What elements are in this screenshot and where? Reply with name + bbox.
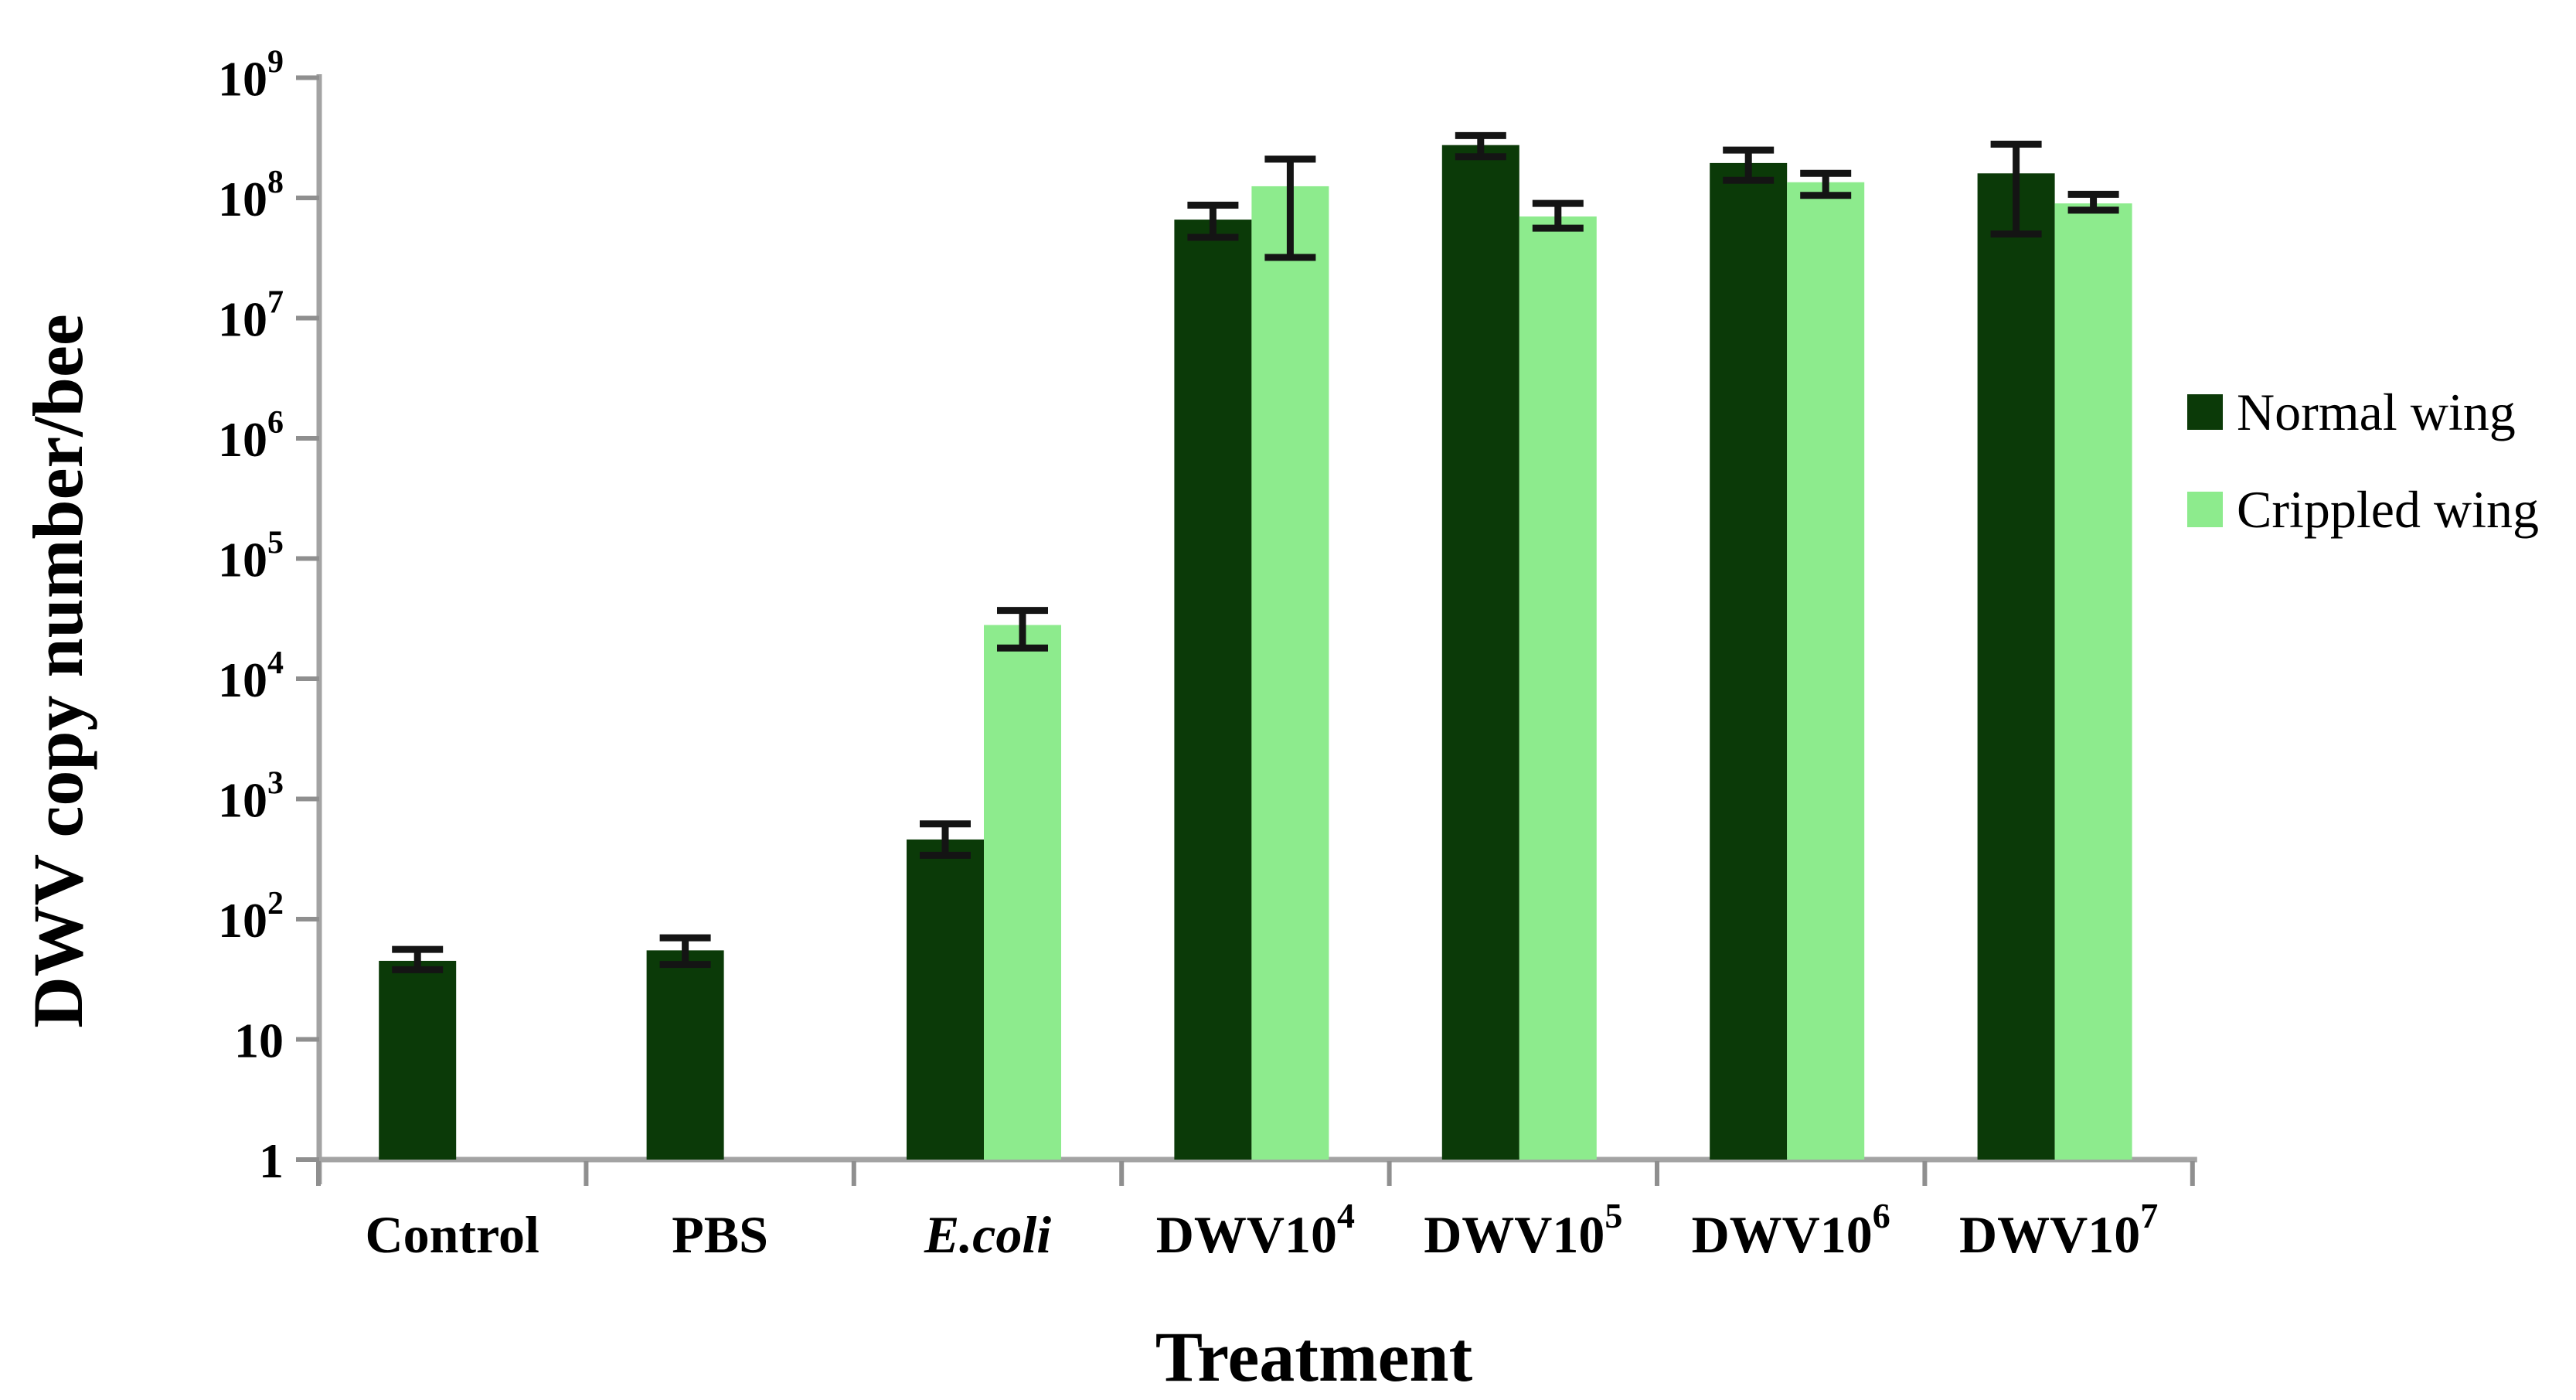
y-tick-label: 104 bbox=[218, 645, 284, 707]
legend-swatch-crippled-wing bbox=[2187, 492, 2223, 527]
x-category-label: Control bbox=[365, 1205, 539, 1264]
legend: Normal wing Crippled wing bbox=[2187, 385, 2539, 580]
x-category-label: PBS bbox=[672, 1205, 768, 1264]
y-tick-label: 107 bbox=[218, 285, 284, 347]
y-tick-label: 10 bbox=[234, 1013, 284, 1068]
legend-item-normal-wing: Normal wing bbox=[2187, 385, 2539, 439]
bar-normal-wing bbox=[646, 950, 724, 1160]
y-tick-labels: 1 10 102 103 104 105 106 107 108 109 bbox=[218, 45, 284, 1189]
bar-normal-wing bbox=[907, 839, 984, 1160]
legend-label-crippled-wing: Crippled wing bbox=[2237, 480, 2539, 539]
y-tick-label: 109 bbox=[218, 45, 284, 107]
y-tick-label: 108 bbox=[218, 165, 284, 227]
y-tick-label: 103 bbox=[218, 766, 284, 828]
bar-crippled-wing bbox=[1787, 182, 1865, 1160]
x-axis-title: Treatment bbox=[1155, 1317, 1473, 1396]
legend-item-crippled-wing: Crippled wing bbox=[2187, 482, 2539, 536]
bar-crippled-wing bbox=[984, 625, 1061, 1160]
bar-normal-wing bbox=[379, 960, 457, 1160]
error-bars bbox=[392, 131, 2119, 973]
x-category-labels: Control PBS E.coli DWV104 DWV105 DWV106 DWV107 bbox=[365, 1196, 2158, 1264]
bar-normal-wing bbox=[1174, 220, 1252, 1160]
bars bbox=[379, 145, 2132, 1160]
y-axis-title: DWV copy number/bee bbox=[19, 314, 97, 1028]
bar-normal-wing bbox=[1441, 145, 1519, 1160]
x-category-label: DWV104 bbox=[1156, 1196, 1355, 1264]
y-tick-label: 1 bbox=[259, 1133, 284, 1188]
y-tick-label: 106 bbox=[218, 405, 284, 467]
bar-normal-wing bbox=[1710, 162, 1788, 1160]
x-category-label: E.coli bbox=[924, 1205, 1051, 1264]
legend-swatch-normal-wing bbox=[2187, 394, 2223, 430]
y-tick-label: 105 bbox=[218, 526, 284, 588]
x-category-label: DWV106 bbox=[1692, 1196, 1890, 1264]
x-category-label: DWV107 bbox=[1959, 1196, 2158, 1264]
bar-normal-wing bbox=[1977, 173, 2055, 1160]
legend-label-normal-wing: Normal wing bbox=[2237, 383, 2516, 441]
y-tick-label: 102 bbox=[218, 886, 284, 948]
bar-crippled-wing bbox=[1519, 216, 1597, 1160]
bar-crippled-wing bbox=[1251, 186, 1329, 1160]
axes bbox=[296, 74, 2197, 1186]
bar-crippled-wing bbox=[2054, 203, 2132, 1160]
x-category-label: DWV105 bbox=[1424, 1196, 1622, 1264]
